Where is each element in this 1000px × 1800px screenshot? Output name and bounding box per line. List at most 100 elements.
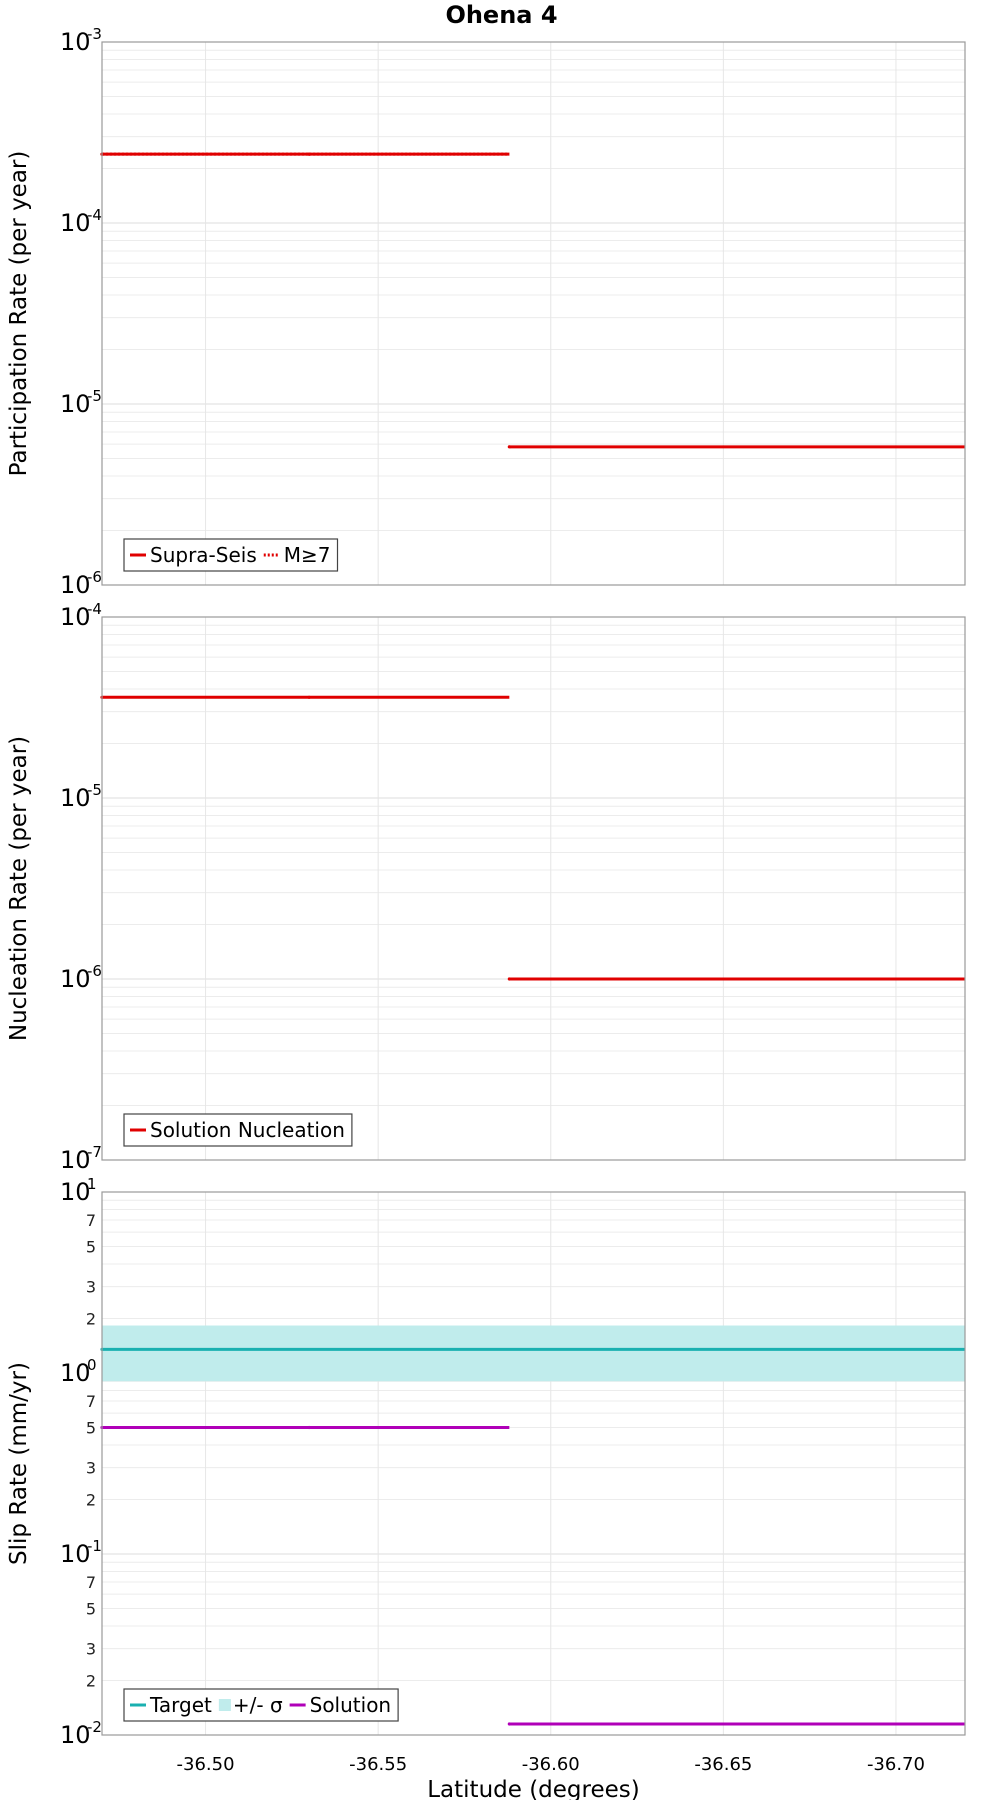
y-minor-tick-label: 5 — [86, 1599, 96, 1618]
y-tick-base: 10 — [60, 1721, 91, 1749]
y-minor-tick-label: 7 — [86, 1211, 96, 1230]
plot-area — [102, 617, 965, 1160]
y-tick-base: 10 — [60, 1359, 91, 1387]
legend-label: Target — [149, 1693, 212, 1717]
y-tick-label: 10-4 — [60, 600, 102, 631]
series-point — [507, 1722, 511, 1726]
y-tick-base: 10 — [60, 571, 91, 599]
y-tick-base: 10 — [60, 1146, 91, 1174]
y-tick-base: 10 — [60, 1540, 91, 1568]
y-tick-base: 10 — [60, 965, 91, 993]
legend-entry: +/- σ — [218, 1693, 283, 1717]
y-minor-tick-label: 5 — [86, 1418, 96, 1437]
x-tick-label: -36.65 — [694, 1754, 752, 1775]
y-minor-tick-label: 3 — [86, 1278, 96, 1297]
y-minor-tick-label: 2 — [86, 1491, 96, 1510]
x-axis-label: Latitude (degrees) — [427, 1777, 640, 1800]
y-tick-label: 100 — [60, 1356, 97, 1387]
x-tick-label: -36.55 — [349, 1754, 407, 1775]
y-tick-exponent: -5 — [87, 781, 102, 799]
legend-box — [123, 1688, 399, 1722]
y-axis-label: Slip Rate (mm/yr) — [6, 1362, 32, 1565]
series-target — [100, 1347, 965, 1352]
gridlines — [102, 616, 965, 1161]
y-tick-base: 10 — [60, 209, 91, 237]
y-tick-base: 10 — [60, 603, 91, 631]
series-point — [307, 695, 311, 699]
y-tick-label: 10-5 — [60, 781, 102, 812]
gridlines — [102, 1191, 965, 1736]
y-tick-label: 10-2 — [60, 1718, 102, 1749]
y-tick-base: 10 — [60, 28, 91, 56]
series-point — [307, 152, 311, 156]
x-tick-label: -36.70 — [867, 1754, 925, 1775]
y-tick-label: 10-4 — [60, 206, 102, 237]
series-point — [307, 1425, 311, 1430]
y-minor-tick-label: 2 — [86, 1672, 96, 1691]
series-point — [507, 445, 511, 449]
y-tick-label: 10-1 — [60, 1537, 102, 1568]
y-tick-exponent: -4 — [87, 600, 102, 618]
plot-border — [101, 1191, 966, 1736]
y-tick-exponent: -1 — [87, 1537, 102, 1555]
series-solution — [100, 1425, 965, 1726]
legend-entry: Supra-Seis — [130, 543, 257, 567]
legend-box — [123, 538, 339, 572]
legend: Target +/- σ Solution — [123, 1688, 399, 1722]
plot-border — [101, 616, 966, 1161]
y-minor-tick-label: 3 — [86, 1459, 96, 1478]
y-tick-label: 10-6 — [60, 568, 102, 599]
series-point — [507, 977, 511, 981]
y-tick-label: 10-5 — [60, 387, 102, 418]
y-tick-exponent: -5 — [87, 387, 102, 405]
y-axis-label: Nucleation Rate (per year) — [6, 736, 32, 1041]
y-tick-exponent: 0 — [87, 1356, 97, 1374]
y-tick-exponent: -7 — [87, 1143, 102, 1161]
y-tick-base: 10 — [60, 390, 91, 418]
plot-area — [102, 1192, 965, 1735]
y-tick-base: 10 — [60, 784, 91, 812]
y-tick-exponent: 1 — [87, 1175, 97, 1193]
y-tick-label: 10-7 — [60, 1143, 102, 1174]
x-tick-label: -36.60 — [522, 1754, 580, 1775]
y-tick-exponent: -3 — [87, 25, 102, 43]
legend-entry: Solution — [289, 1693, 391, 1717]
legend-label: M≥7 — [284, 543, 331, 567]
y-tick-label: 10-6 — [60, 962, 102, 993]
y-tick-exponent: -6 — [87, 568, 102, 586]
series-solution-nucleation — [100, 695, 965, 981]
y-minor-tick-label: 7 — [86, 1392, 96, 1411]
y-minor-tick-label: 2 — [86, 1310, 96, 1329]
y-tick-exponent: -4 — [87, 206, 102, 224]
y-minor-tick-label: 5 — [86, 1237, 96, 1256]
y-tick-label: 101 — [60, 1175, 97, 1206]
y-minor-tick-label: 7 — [86, 1573, 96, 1592]
legend-swatch — [218, 1699, 231, 1711]
legend-label: Solution Nucleation — [150, 1118, 345, 1142]
y-tick-exponent: -6 — [87, 962, 102, 980]
y-tick-exponent: -2 — [87, 1718, 102, 1736]
y-tick-base: 10 — [60, 1178, 91, 1206]
sigma-band — [102, 1325, 965, 1382]
legend-label: Solution — [310, 1693, 391, 1717]
plot-border — [101, 41, 966, 586]
chart-title: Ohena 4 — [445, 1, 557, 29]
legend-box — [123, 1113, 353, 1147]
legend: Supra-Seis M≥7 — [123, 538, 339, 572]
plot-area — [102, 42, 965, 585]
legend-entry: Target — [130, 1693, 212, 1717]
legend-label: Supra-Seis — [150, 543, 257, 567]
legend-entry: M≥7 — [263, 543, 331, 567]
series-m-7 — [100, 152, 510, 156]
legend: Solution Nucleation — [123, 1113, 353, 1147]
legend-label: +/- σ — [233, 1693, 283, 1717]
y-tick-label: 10-3 — [60, 25, 102, 56]
y-minor-tick-label: 3 — [86, 1640, 96, 1659]
x-tick-label: -36.50 — [177, 1754, 235, 1775]
legend-entry: Solution Nucleation — [130, 1118, 345, 1142]
y-axis-label: Participation Rate (per year) — [6, 151, 32, 477]
